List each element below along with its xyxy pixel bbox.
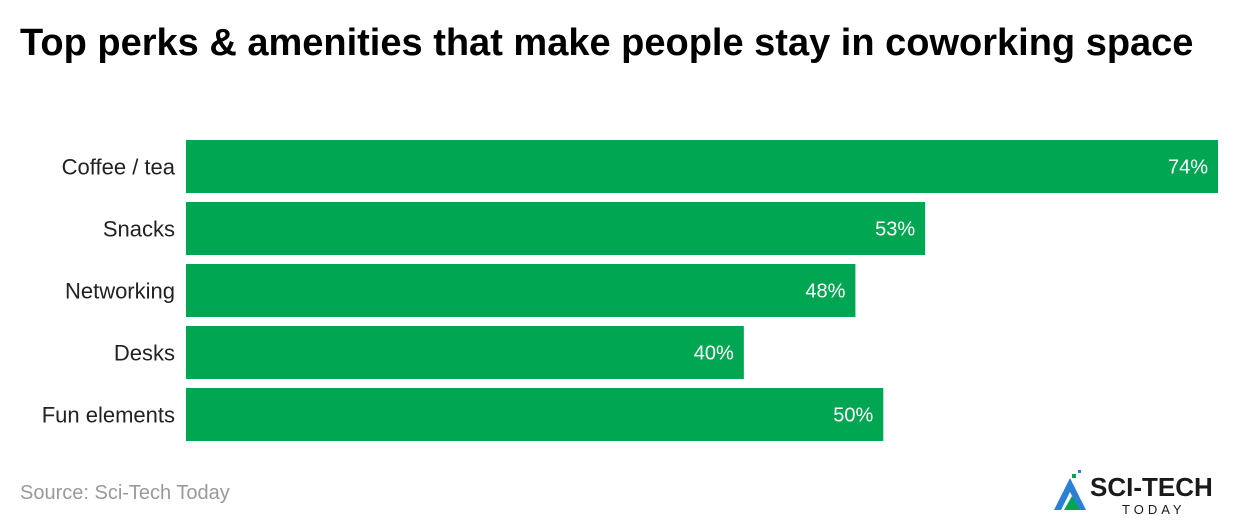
- chart-title: Top perks & amenities that make people s…: [20, 22, 1194, 64]
- category-label: Coffee / tea: [62, 155, 176, 180]
- category-label: Desks: [114, 341, 175, 366]
- value-label: 74%: [1168, 157, 1208, 179]
- logo-mark-icon: [1054, 470, 1086, 510]
- logo-sub: TODAY: [1122, 502, 1186, 517]
- sci-tech-logo: SCI-TECH TODAY: [1054, 470, 1213, 517]
- bar-desks: [186, 326, 744, 379]
- bar-fun-elements: [186, 388, 884, 441]
- value-label: 50%: [833, 405, 873, 427]
- logo-name: SCI-TECH: [1090, 472, 1213, 502]
- bar-networking: [186, 264, 856, 317]
- category-label: Fun elements: [42, 403, 175, 428]
- bar-snacks: [186, 202, 926, 255]
- value-label: 53%: [875, 219, 915, 241]
- value-label: 48%: [805, 281, 845, 303]
- category-label: Networking: [65, 279, 175, 304]
- category-label: Snacks: [103, 217, 175, 242]
- source-note: Source: Sci-Tech Today: [20, 482, 230, 504]
- bar-coffee-tea: [186, 140, 1218, 193]
- value-label: 40%: [694, 343, 734, 365]
